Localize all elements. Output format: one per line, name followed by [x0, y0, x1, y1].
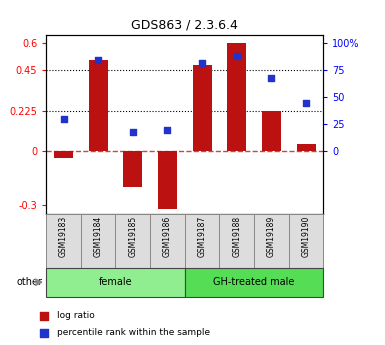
Bar	[150, 214, 185, 268]
Bar	[219, 214, 254, 268]
Text: GH-treated male: GH-treated male	[213, 277, 295, 287]
Bar	[185, 214, 219, 268]
Text: GSM19187: GSM19187	[198, 216, 207, 257]
Bar	[46, 268, 185, 297]
Title: GDS863 / 2.3.6.4: GDS863 / 2.3.6.4	[131, 19, 238, 32]
Bar	[289, 214, 323, 268]
Text: percentile rank within the sample: percentile rank within the sample	[57, 328, 210, 337]
Text: GSM19185: GSM19185	[128, 216, 137, 257]
Text: GSM19189: GSM19189	[267, 216, 276, 257]
Point	[234, 53, 240, 59]
Bar	[192, 65, 212, 151]
Bar	[158, 151, 177, 208]
Bar	[254, 214, 289, 268]
Bar	[54, 151, 73, 158]
Point	[268, 75, 275, 81]
Bar	[185, 268, 323, 297]
Text: female: female	[99, 277, 132, 287]
Text: log ratio: log ratio	[57, 311, 95, 320]
Bar	[296, 144, 316, 151]
Text: GSM19183: GSM19183	[59, 216, 68, 257]
Bar	[262, 111, 281, 151]
Point	[41, 313, 47, 318]
Text: GSM19188: GSM19188	[232, 216, 241, 257]
Text: GSM19190: GSM19190	[301, 216, 311, 257]
Text: GSM19184: GSM19184	[94, 216, 103, 257]
Text: GSM19186: GSM19186	[163, 216, 172, 257]
Point	[95, 57, 101, 62]
Bar	[116, 214, 150, 268]
Bar	[81, 214, 116, 268]
Text: other: other	[17, 277, 43, 287]
Bar	[123, 151, 142, 187]
Point	[130, 129, 136, 135]
Bar	[46, 214, 81, 268]
Point	[60, 116, 67, 121]
Bar	[89, 60, 108, 151]
Point	[41, 330, 47, 336]
Point	[164, 127, 171, 132]
Point	[199, 60, 205, 66]
Bar	[227, 43, 246, 151]
Point	[303, 100, 309, 106]
